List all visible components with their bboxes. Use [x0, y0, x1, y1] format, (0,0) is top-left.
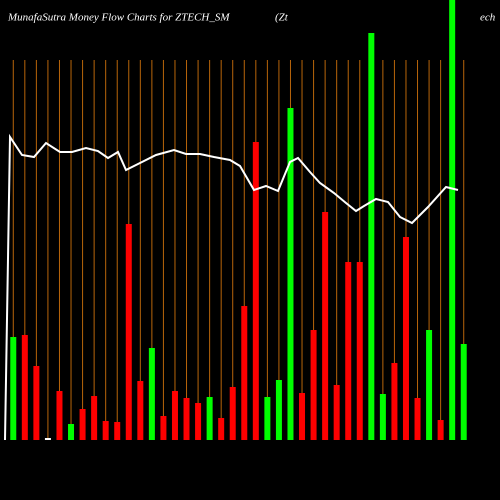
bar — [287, 108, 294, 440]
chart-title-part: ech — [480, 12, 496, 24]
bar — [195, 403, 202, 440]
bar — [241, 306, 248, 440]
bar — [137, 381, 144, 440]
bar — [322, 212, 329, 440]
bar — [125, 224, 132, 440]
bar — [56, 391, 63, 440]
bar — [402, 237, 409, 440]
bar — [33, 366, 40, 440]
bar — [368, 33, 375, 440]
bar — [460, 344, 467, 440]
bar — [10, 337, 17, 440]
bar — [345, 262, 352, 440]
bar — [299, 393, 306, 440]
bar — [229, 387, 236, 440]
bar — [171, 391, 178, 440]
bar — [148, 348, 155, 440]
chart-title: MunafaSutra Money Flow Charts for ZTECH_… — [7, 12, 230, 24]
bar — [310, 330, 317, 440]
bar — [68, 424, 75, 440]
bar — [391, 363, 398, 440]
bar — [102, 421, 109, 440]
bar — [379, 394, 386, 440]
bar — [44, 438, 51, 440]
bar — [449, 0, 456, 440]
bar — [264, 397, 271, 440]
bar — [356, 262, 363, 440]
bar — [91, 396, 98, 440]
bar — [437, 420, 444, 440]
bar — [114, 422, 121, 440]
bar — [206, 397, 213, 440]
bar — [21, 335, 28, 440]
bar — [160, 416, 167, 440]
bar — [252, 142, 259, 440]
bar — [275, 380, 282, 440]
bar — [218, 418, 225, 440]
bar — [426, 330, 433, 440]
chart-title-part: (Zt — [275, 12, 289, 24]
bar — [79, 409, 86, 440]
line — [4, 133, 459, 441]
bar — [414, 398, 421, 440]
bar — [183, 398, 190, 440]
bar — [333, 385, 340, 440]
